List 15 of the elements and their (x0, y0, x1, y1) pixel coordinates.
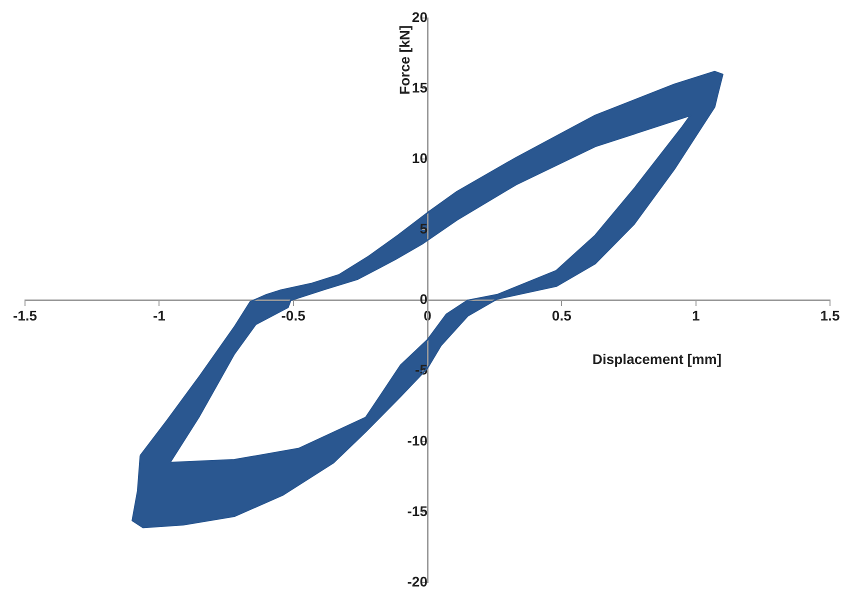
y-tick-label: 0 (420, 291, 428, 308)
x-tick-label: -1 (152, 308, 166, 324)
x-tick-label: -0.5 (281, 308, 306, 324)
y-tick-label: -15 (407, 502, 428, 519)
x-tick-label: 1 (692, 308, 700, 324)
y-tick-label: 20 (412, 8, 428, 25)
y-tick-label: 10 (412, 150, 428, 166)
y-tick-label: -10 (407, 432, 428, 448)
x-tick-label: -1.5 (12, 308, 38, 324)
x-tick-label: 1.5 (820, 308, 840, 324)
y-tick-label: 15 (412, 79, 428, 96)
y-tick-label: -20 (407, 573, 428, 590)
x-axis-title: Displacement [mm] (592, 351, 722, 368)
y-axis-title: Force [kN] (396, 25, 412, 95)
x-tick-label: 0.5 (552, 308, 572, 324)
